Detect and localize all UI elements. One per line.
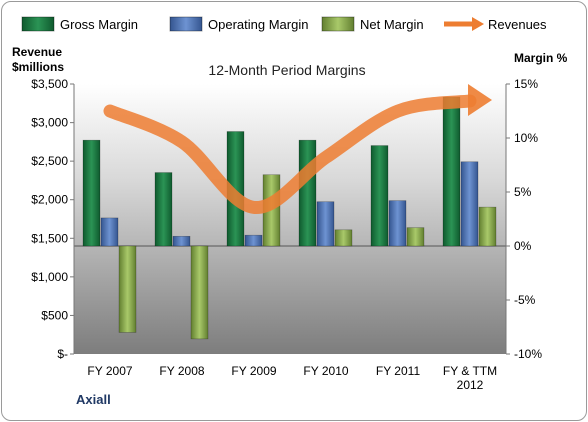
legend-operating-margin-label: Operating Margin — [208, 17, 308, 32]
operating-margin-bar — [172, 235, 191, 247]
left-axis-label-line1: Revenue — [12, 45, 62, 59]
operating-margin-bar — [316, 201, 335, 247]
net-margin-bar — [478, 206, 497, 247]
revenues-series-arrowhead — [468, 83, 492, 116]
company-label: Axiall — [76, 392, 111, 407]
operating-margin-bar — [244, 234, 263, 247]
gross-margin-bar — [82, 139, 101, 247]
net-margin-bar — [190, 245, 209, 340]
legend-net-margin-label: Net Margin — [360, 17, 424, 32]
gross-margin-bar — [298, 139, 317, 247]
category-label: FY 2010 — [303, 364, 348, 378]
revenues-series-line — [103, 94, 477, 214]
left-axis-tick-label: $2,000 — [31, 193, 68, 207]
category-label: FY 2008 — [159, 364, 204, 378]
left-axis-tick-label: $500 — [41, 308, 68, 322]
left-axis-tick-label: $- — [57, 347, 68, 361]
net-margin-bar — [334, 229, 353, 247]
category-label: FY 2007 — [87, 364, 132, 378]
legend: Gross Margin Operating Margin Net Margin Re… — [21, 16, 547, 32]
category-label: FY 2009 — [231, 364, 276, 378]
left-axis-tick-label: $1,500 — [31, 231, 68, 245]
legend-net-margin-swatch — [321, 16, 355, 32]
left-axis-tick-label: $3,500 — [31, 77, 68, 91]
right-axis-label: Margin % — [514, 51, 568, 65]
legend-gross-margin-label: Gross Margin — [60, 17, 138, 32]
left-axis-tick-label: $1,000 — [31, 270, 68, 284]
chart-title: 12-Month Period Margins — [208, 62, 365, 78]
left-axis-tick-label: $2,500 — [31, 154, 68, 168]
right-axis-tick-label: -10% — [514, 347, 542, 361]
legend-revenues-arrowhead — [472, 17, 484, 31]
legend-operating-margin-swatch — [169, 16, 203, 32]
right-axis-tick-label: 5% — [514, 185, 532, 199]
net-margin-bar — [406, 227, 425, 247]
right-axis-tick-label: 15% — [514, 77, 538, 91]
legend-gross-margin-swatch — [21, 16, 55, 32]
category-label: FY 2011 — [376, 364, 421, 378]
left-axis-tick-label: $3,000 — [31, 116, 68, 130]
gross-margin-bar — [370, 145, 389, 247]
operating-margin-bar — [388, 200, 407, 247]
gross-margin-bar — [442, 96, 461, 247]
net-margin-bar — [118, 245, 137, 333]
operating-margin-bar — [460, 161, 479, 247]
left-axis-label-line2: $millions — [12, 60, 64, 74]
right-axis-tick-label: 10% — [514, 131, 538, 145]
gross-margin-bar — [154, 172, 173, 247]
operating-margin-bar — [100, 217, 119, 247]
legend-revenues-label: Revenues — [488, 17, 547, 32]
right-axis-tick-label: 0% — [514, 239, 532, 253]
category-label: FY & TTM 2012 — [443, 364, 497, 392]
right-axis-tick-label: -5% — [514, 293, 536, 307]
